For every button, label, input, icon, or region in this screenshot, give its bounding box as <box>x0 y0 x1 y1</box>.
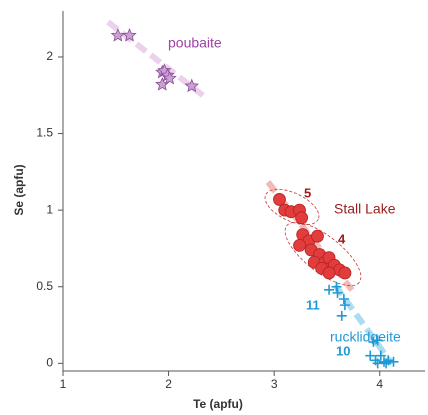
plus-point <box>372 335 383 346</box>
circle-point <box>338 266 352 280</box>
x-tick-label: 4 <box>376 377 383 391</box>
x-tick-label: 1 <box>60 377 67 391</box>
star-point <box>110 27 126 42</box>
circle-point <box>311 229 324 243</box>
circle-point <box>322 266 336 280</box>
x-tick-label: 3 <box>271 377 278 391</box>
circle-point <box>295 211 309 225</box>
plus-point <box>332 287 343 298</box>
plus-point <box>378 356 389 367</box>
x-axis-label: Te (apfu) <box>193 397 243 411</box>
group-number: 4 <box>338 231 346 246</box>
series-label: rucklidgeite <box>330 329 401 345</box>
group-outline <box>284 221 362 287</box>
trend-line <box>332 283 395 366</box>
group-number: 10 <box>336 343 350 358</box>
plus-point <box>331 281 342 292</box>
y-tick-label: 1.5 <box>36 126 53 140</box>
series-label: Stall Lake <box>334 201 396 217</box>
group-outline <box>264 188 320 226</box>
plus-point <box>381 358 392 369</box>
plus-point <box>338 294 349 304</box>
plus-point <box>365 350 376 361</box>
plus-point <box>388 356 399 367</box>
y-tick-label: 0 <box>46 356 53 370</box>
plus-point <box>336 310 347 321</box>
x-tick-label: 2 <box>165 377 172 391</box>
circle-point <box>273 193 286 206</box>
group-number: 11 <box>306 297 320 312</box>
plus-point <box>368 336 379 347</box>
star-point <box>184 78 199 93</box>
series-label: poubaite <box>168 35 222 51</box>
star-point <box>162 70 177 85</box>
plus-point <box>372 358 383 369</box>
plus-point <box>339 300 350 311</box>
y-tick-label: 0.5 <box>36 279 53 293</box>
y-tick-label: 1 <box>46 202 53 216</box>
plus-point <box>324 284 335 295</box>
y-axis-label: Se (apfu) <box>12 164 26 215</box>
star-point <box>122 27 137 42</box>
plus-point <box>375 350 386 361</box>
group-number: 5 <box>304 185 311 200</box>
y-tick-label: 2 <box>46 49 53 63</box>
circle-point <box>293 238 306 252</box>
